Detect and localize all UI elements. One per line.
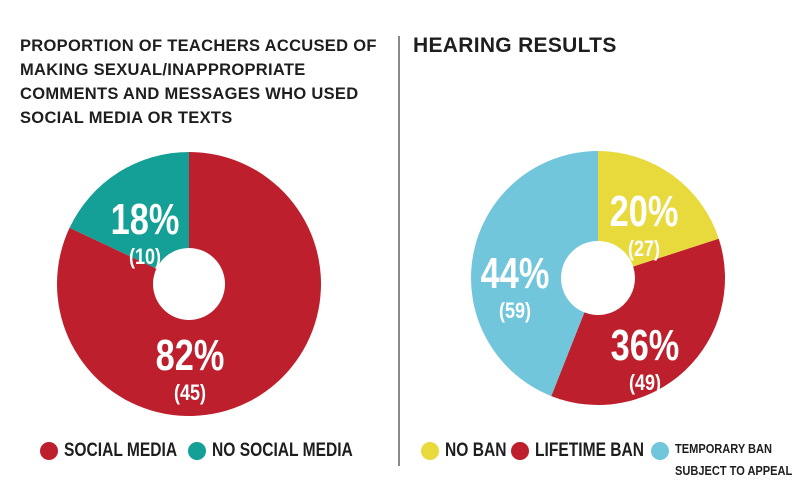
legend-label-temporary-ban: TEMPORARY BAN SUBJECT TO APPEAL: [675, 441, 793, 478]
legend-item-social-media: SOCIAL MEDIA: [40, 438, 202, 464]
right-chart-title: HEARING RESULTS: [413, 34, 617, 57]
left-chart-panel: PROPORTION OF TEACHERS ACCUSED OF MAKING…: [0, 0, 398, 500]
slice-lifetime-ban: [551, 238, 725, 405]
right-donut-chart: 20%(27) 36%(49) 44%(59): [471, 151, 725, 405]
count-label-social-media: (45): [174, 381, 206, 405]
panel-divider: [398, 36, 400, 466]
left-chart-title: PROPORTION OF TEACHERS ACCUSED OF MAKING…: [20, 37, 377, 127]
legend-item-no-social-media: NO SOCIAL MEDIA: [188, 438, 384, 464]
legend-label-no-ban: NO BAN: [445, 440, 507, 461]
no-social-media-swatch: [188, 442, 206, 460]
lifetime-ban-swatch: [511, 442, 529, 460]
slice-social-media: [56, 152, 321, 416]
legend-label-lifetime-ban: LIFETIME BAN: [535, 440, 645, 461]
slice-no-ban: [598, 151, 719, 267]
slice-no-social-media: [69, 152, 189, 269]
right-chart-panel: HEARING RESULTS 20% (27) 36% (49) 44% (59) NO…: [401, 0, 800, 500]
pct-label-lifetime-ban: 36%: [611, 321, 680, 370]
left-donut-chart: 82%(45) 18%(10): [56, 152, 321, 416]
count-label-no-ban: (27): [628, 237, 660, 261]
pct-label-no-ban: 20%: [610, 187, 679, 236]
pct-label-no-social-media: 18%: [111, 195, 180, 244]
slice-temporary-ban-subject-to-appeal: [471, 151, 598, 397]
legend-item-temporary-ban: TEMPORARY BAN SUBJECT TO APPEAL: [651, 438, 800, 482]
social-media-swatch: [40, 442, 58, 460]
no-ban-swatch: [421, 442, 439, 460]
pct-label-temporary-ban-subject-to-appeal: 44%: [481, 249, 550, 298]
pct-label-social-media: 82%: [156, 331, 225, 380]
legend-label-no-social-media: NO SOCIAL MEDIA: [212, 440, 353, 461]
legend-item-lifetime-ban: LIFETIME BAN: [511, 438, 668, 464]
temporary-ban-swatch: [651, 442, 669, 460]
count-label-no-social-media: (10): [129, 245, 161, 269]
legend-label-social-media: SOCIAL MEDIA: [64, 440, 178, 461]
count-label-temporary-ban-subject-to-appeal: (59): [499, 299, 531, 323]
legend-item-no-ban: NO BAN: [421, 438, 520, 464]
count-label-lifetime-ban: (49): [629, 371, 661, 395]
